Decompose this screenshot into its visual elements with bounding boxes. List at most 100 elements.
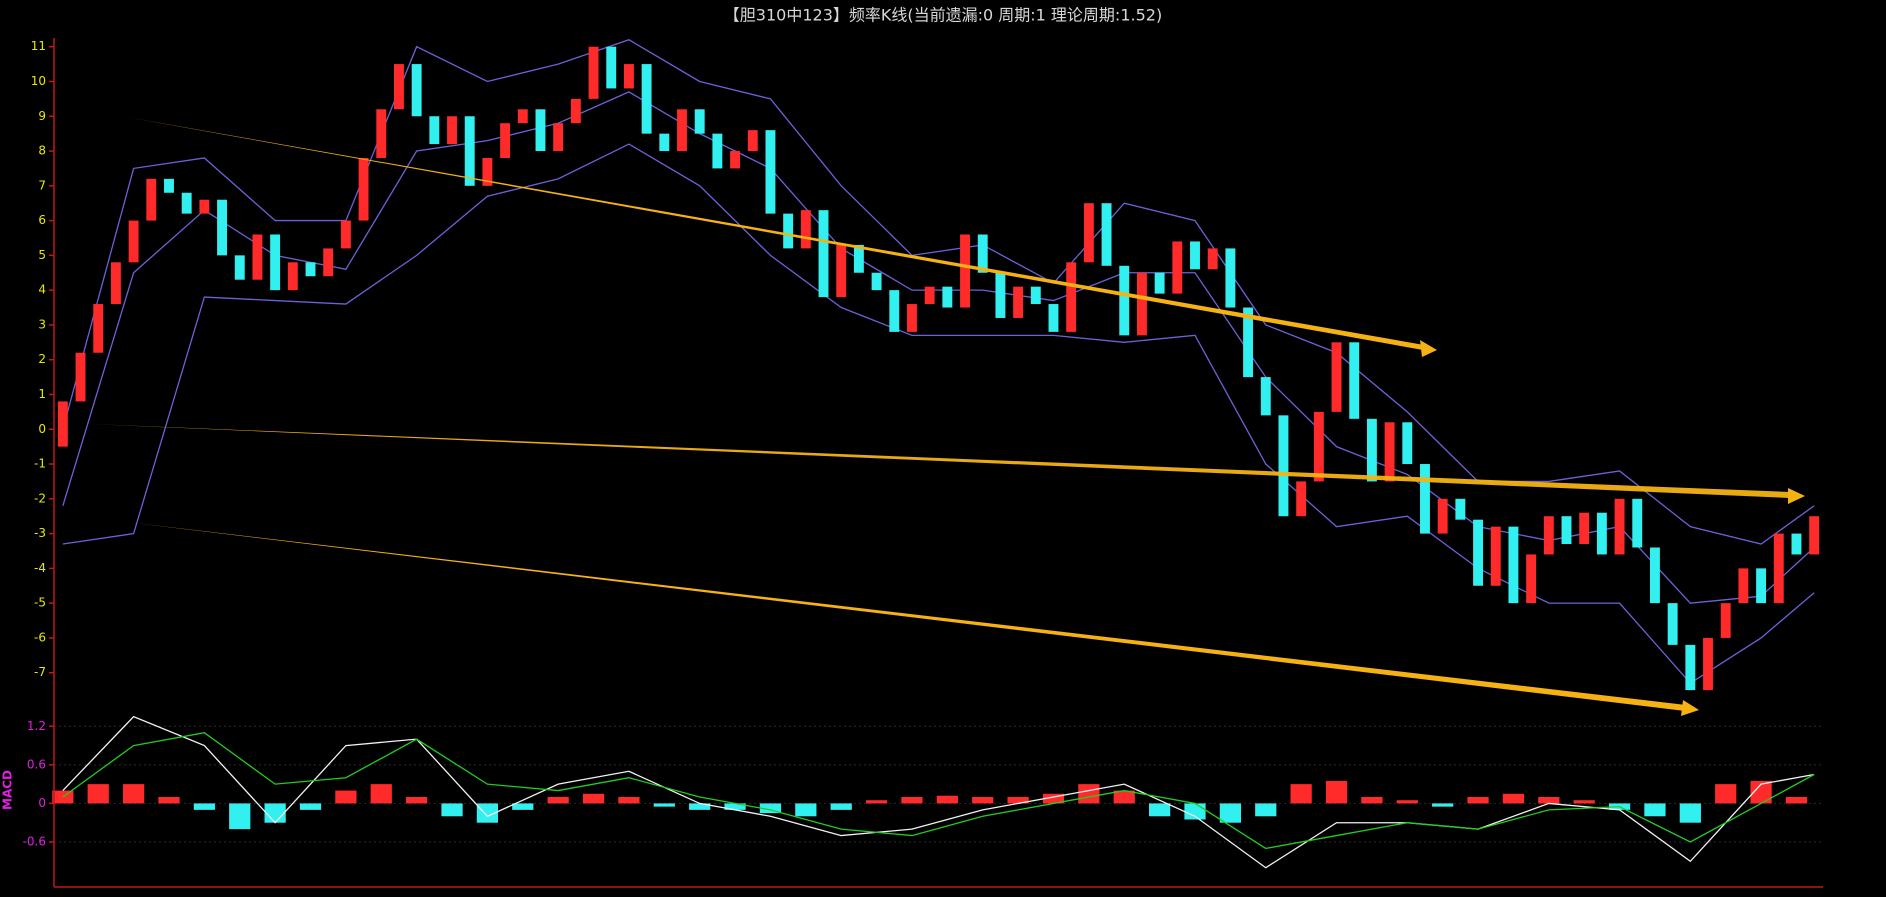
y-tick-label: -7 <box>34 665 46 679</box>
candle <box>1703 637 1713 691</box>
line-series <box>62 39 1815 545</box>
candle <box>1420 464 1430 534</box>
macd-bar <box>1785 797 1808 804</box>
candle <box>712 133 723 169</box>
candle <box>181 192 192 214</box>
candle <box>500 123 511 158</box>
candle <box>659 133 670 152</box>
y-tick-label: 1.2 <box>27 719 46 733</box>
macd-bar <box>936 795 958 804</box>
candle <box>677 109 687 152</box>
candle <box>1030 286 1041 305</box>
candle <box>1260 377 1271 416</box>
candle <box>1048 304 1059 332</box>
macd-bar <box>122 784 145 804</box>
candle <box>1543 516 1554 555</box>
chart-title: 【胆310中123】频率K线(当前遗漏:0 周期:1 理论周期:1.52) <box>724 6 1162 25</box>
macd-bar <box>547 797 569 804</box>
candle <box>1366 418 1377 482</box>
trend-lines <box>90 117 1805 716</box>
candle <box>1455 498 1466 520</box>
candle <box>553 123 564 152</box>
candle <box>747 130 758 152</box>
y-tick-label: 0 <box>38 422 46 436</box>
candle <box>1667 603 1678 645</box>
candle <box>889 290 900 332</box>
candle <box>1614 498 1625 555</box>
macd-bar <box>1573 800 1595 804</box>
candle <box>252 234 263 280</box>
candle <box>818 210 829 298</box>
candle <box>1473 519 1483 586</box>
y-tick-label: -6 <box>34 630 46 644</box>
line-series <box>62 143 1815 684</box>
candle <box>394 64 404 110</box>
y-tick-label: -4 <box>34 561 46 575</box>
candle <box>907 304 917 332</box>
macd-bar <box>618 797 640 804</box>
candle <box>1278 415 1289 517</box>
candle <box>128 220 139 263</box>
candle <box>1013 286 1024 318</box>
macd-bar <box>229 803 251 830</box>
candle <box>1384 422 1395 482</box>
candle <box>447 116 457 145</box>
macd-bar <box>1467 797 1489 804</box>
macd-bar <box>406 797 428 804</box>
candle <box>1685 644 1696 691</box>
candle <box>411 64 422 117</box>
candle <box>641 64 652 134</box>
macd-bar <box>264 803 286 823</box>
macd-bar <box>441 803 463 817</box>
macd-bar <box>1290 784 1312 804</box>
candle <box>217 199 228 256</box>
candle <box>234 255 245 280</box>
macd-bar <box>1078 784 1100 804</box>
macd-bar <box>1255 803 1277 817</box>
candle <box>1207 248 1218 270</box>
candle <box>1809 516 1820 555</box>
y-tick-label: 5 <box>38 248 46 262</box>
macd-bar <box>512 803 534 810</box>
y-tick-label: 4 <box>38 283 46 297</box>
y-tick-label: 7 <box>38 178 46 192</box>
macd-bar <box>1432 803 1454 807</box>
candle <box>783 213 794 249</box>
candle <box>270 234 281 291</box>
macd-bar <box>724 803 746 810</box>
trend-line <box>126 522 1686 711</box>
candle <box>836 244 847 298</box>
candle <box>1172 241 1183 294</box>
candle <box>1119 265 1130 336</box>
candle <box>535 109 546 152</box>
macd-bar <box>158 797 180 804</box>
candle <box>57 401 68 447</box>
candle <box>340 220 351 249</box>
line-series <box>62 715 1815 869</box>
candle <box>1225 248 1236 308</box>
line-series <box>62 732 1815 850</box>
y-tick-label: -5 <box>34 596 46 610</box>
candle <box>1066 262 1077 332</box>
candle <box>1738 568 1749 604</box>
macd-bar <box>1113 790 1135 804</box>
candle <box>1083 203 1094 263</box>
candle <box>110 262 121 305</box>
y-tick-label: 3 <box>38 317 46 331</box>
macd-bar <box>1679 803 1701 823</box>
macd-bar <box>1042 793 1065 804</box>
candle <box>93 304 104 353</box>
candle <box>376 109 387 158</box>
candle <box>75 352 86 402</box>
candle <box>765 130 776 214</box>
candle <box>960 234 970 308</box>
plot-layer: -7 -6 -5 -4 -3 -2 -1 0 1 2 3 4 5 6 7 8 9 10 11 1.2 0.6 0 -0.6 <box>23 39 1823 869</box>
y-tick-label: 9 <box>38 109 46 123</box>
candle <box>1526 554 1537 604</box>
candle <box>305 262 316 277</box>
candle <box>1649 547 1660 604</box>
y-tick-label: 0 <box>38 796 46 810</box>
